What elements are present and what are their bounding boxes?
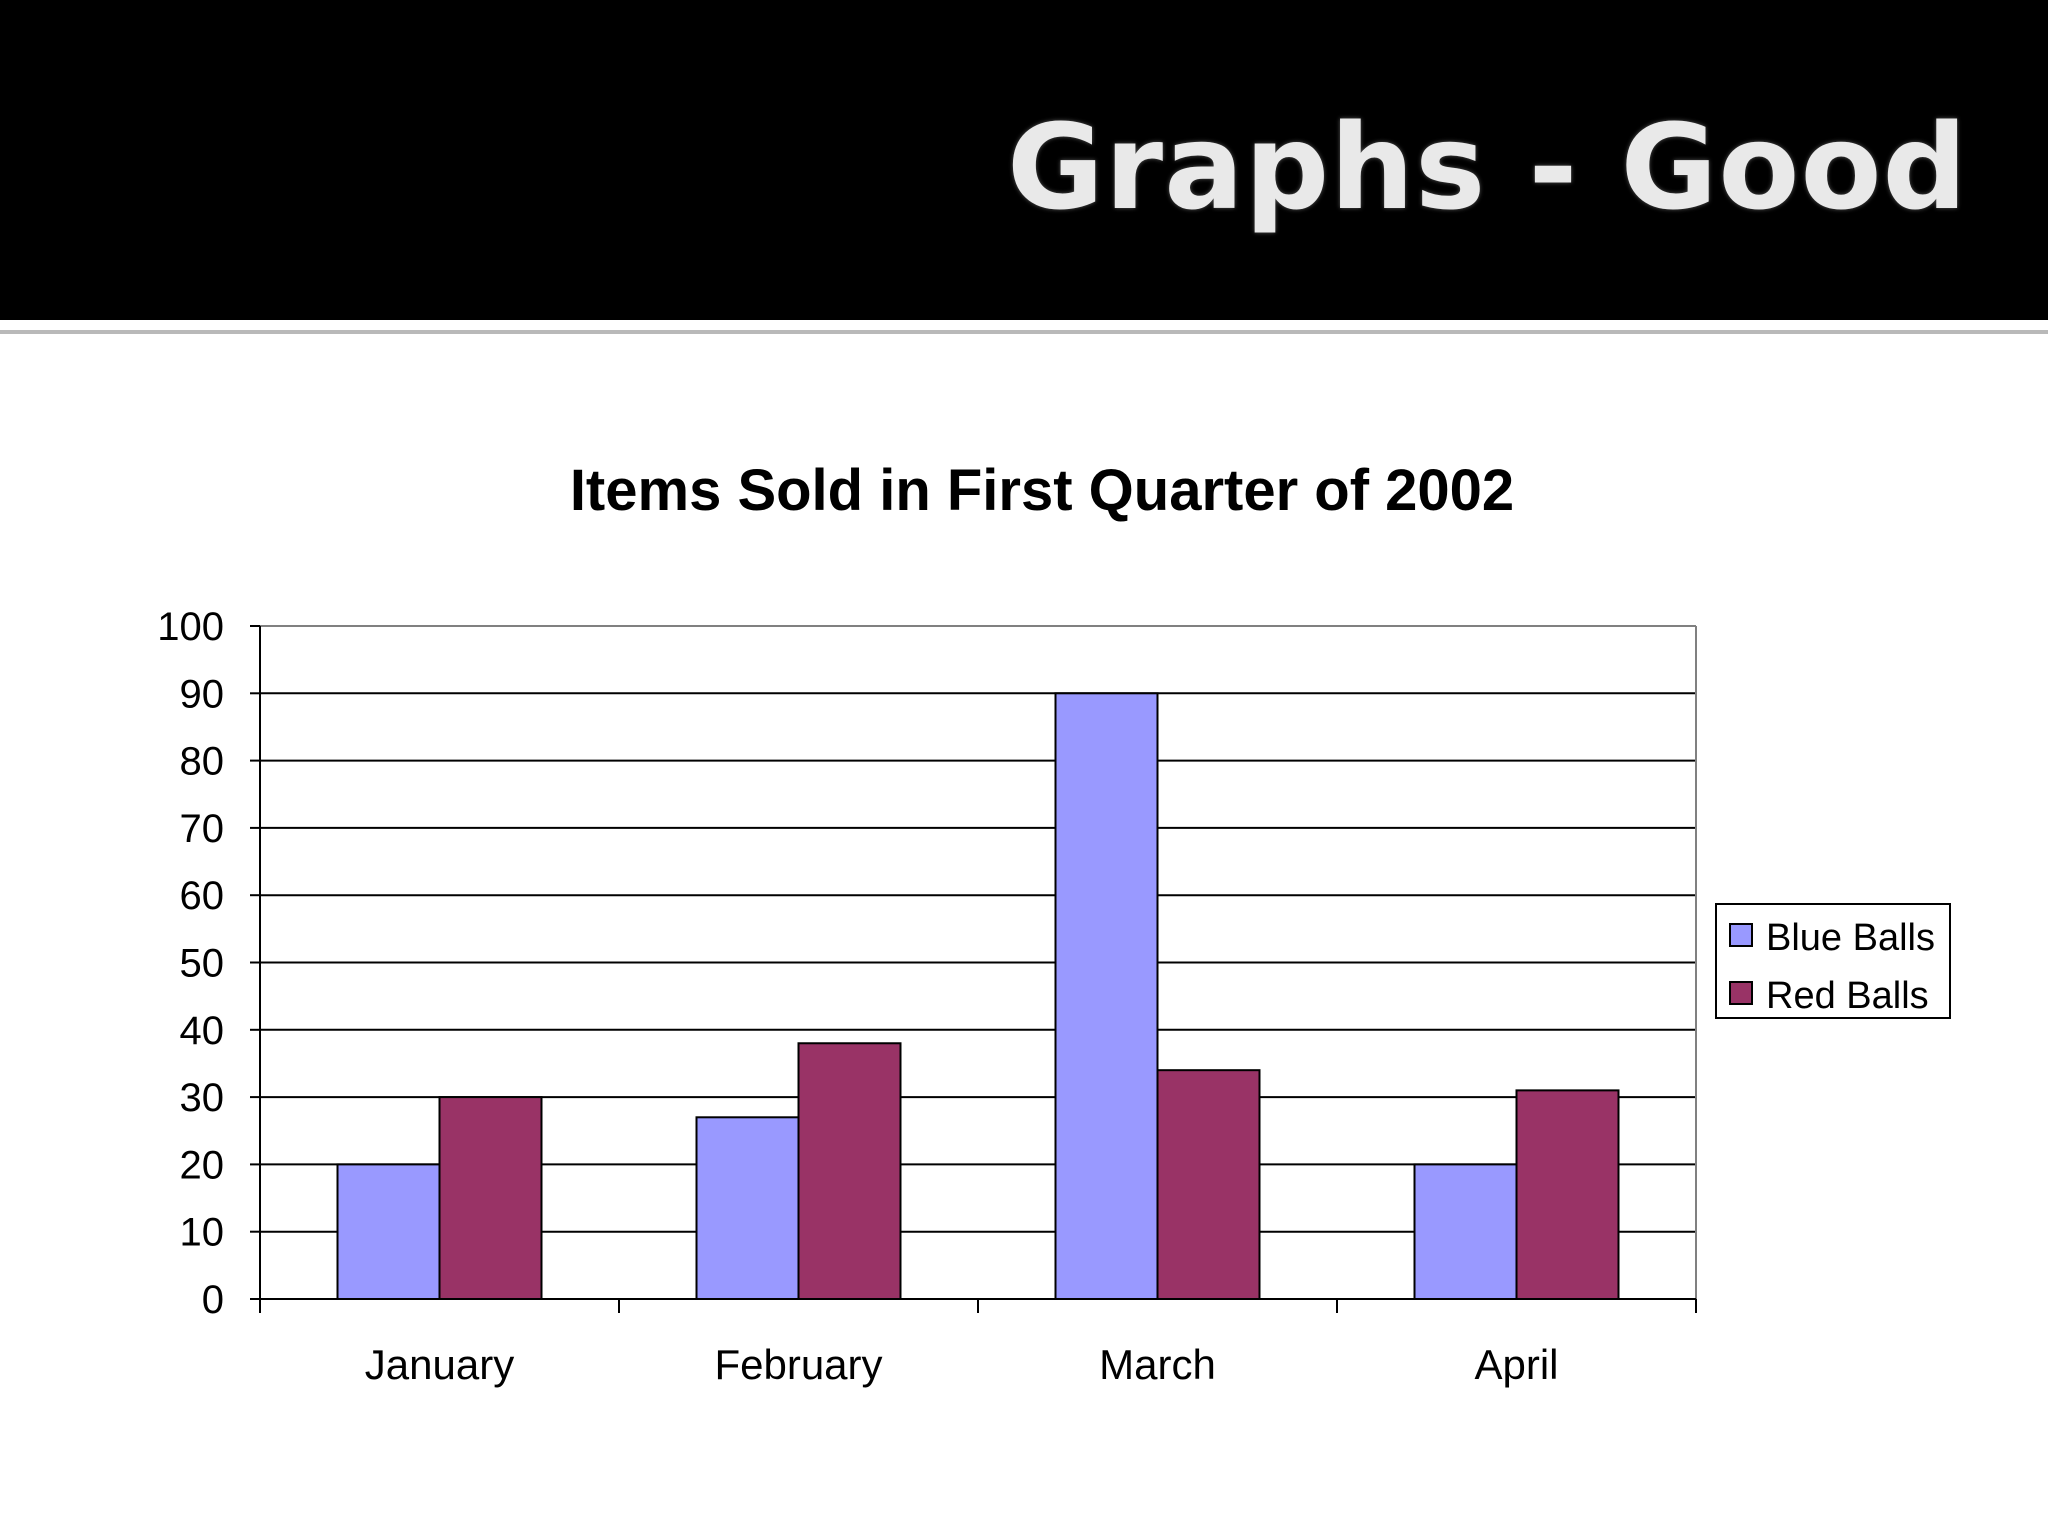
x-tick-label: March bbox=[1099, 1341, 1216, 1388]
y-tick-label: 30 bbox=[180, 1076, 225, 1120]
bar-red-balls-march bbox=[1156, 1069, 1261, 1301]
bar-red-balls-april bbox=[1515, 1089, 1620, 1300]
bar-blue-balls-february bbox=[695, 1116, 800, 1301]
header-bar bbox=[0, 0, 2048, 320]
x-tick-label: February bbox=[714, 1341, 882, 1388]
legend-label: Red Balls bbox=[1766, 975, 1929, 1017]
y-tick-label: 80 bbox=[180, 740, 225, 784]
y-tick-label: 90 bbox=[180, 672, 225, 716]
y-tick-label: 50 bbox=[180, 942, 225, 986]
legend-box bbox=[1715, 903, 1951, 1019]
chart-title: Items Sold in First Quarter of 2002 bbox=[570, 458, 1514, 523]
bar-blue-balls-april bbox=[1413, 1163, 1518, 1301]
y-tick-label: 100 bbox=[157, 605, 224, 649]
header-divider bbox=[0, 330, 2048, 334]
y-tick-label: 20 bbox=[180, 1143, 225, 1187]
slide-title: Graphs - Good bbox=[1007, 98, 1968, 236]
y-tick-label: 40 bbox=[180, 1009, 225, 1053]
y-tick-label: 0 bbox=[202, 1278, 224, 1322]
legend-label: Blue Balls bbox=[1766, 917, 1935, 959]
bar-red-balls-january bbox=[438, 1096, 543, 1300]
bar-blue-balls-january bbox=[336, 1163, 441, 1301]
legend-swatch-red-balls bbox=[1729, 981, 1753, 1005]
legend-swatch-blue-balls bbox=[1729, 923, 1753, 947]
x-tick-label: April bbox=[1474, 1341, 1558, 1388]
bar-red-balls-february bbox=[797, 1042, 902, 1301]
y-tick-label: 60 bbox=[180, 874, 225, 918]
bar-blue-balls-march bbox=[1054, 692, 1159, 1300]
y-tick-label: 70 bbox=[180, 807, 225, 851]
y-tick-label: 10 bbox=[180, 1211, 225, 1255]
x-tick-label: January bbox=[365, 1341, 514, 1388]
